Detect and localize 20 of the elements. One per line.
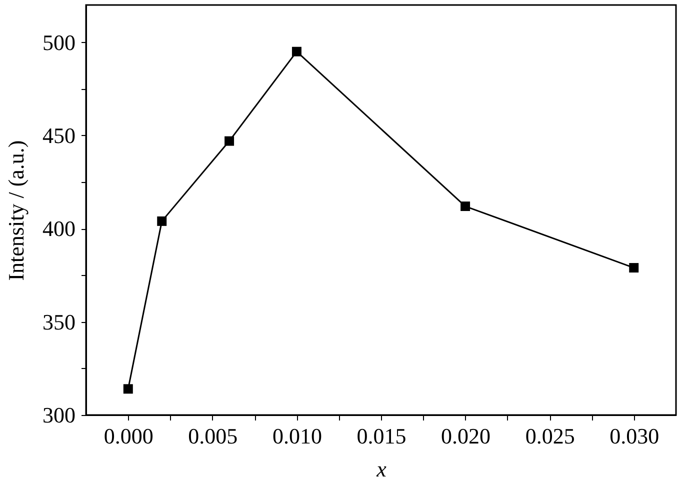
x-tick-label: 0.030	[610, 424, 660, 448]
y-tick-label: 300	[42, 402, 76, 428]
y-axis-title: Intensity / (a.u.)	[4, 140, 28, 281]
y-tick-label: 400	[42, 216, 76, 242]
point	[224, 136, 234, 146]
x-axis-title: x	[376, 456, 387, 482]
x-tick-label: 0.025	[525, 424, 575, 448]
point	[629, 263, 639, 273]
x-tick-label: 0.000	[104, 424, 154, 448]
x-tick-label: 0.010	[272, 424, 322, 448]
point	[292, 46, 302, 56]
y-tick-label: 350	[42, 309, 76, 334]
point	[460, 202, 470, 212]
y-tick-label: 450	[42, 122, 76, 148]
y-tick-label: 500	[42, 30, 76, 55]
point	[157, 216, 167, 226]
x-tick-label: 0.020	[441, 424, 491, 448]
x-tick-label: 0.005	[188, 424, 238, 448]
x-tick-label: 0.015	[356, 424, 406, 448]
point	[123, 384, 133, 394]
